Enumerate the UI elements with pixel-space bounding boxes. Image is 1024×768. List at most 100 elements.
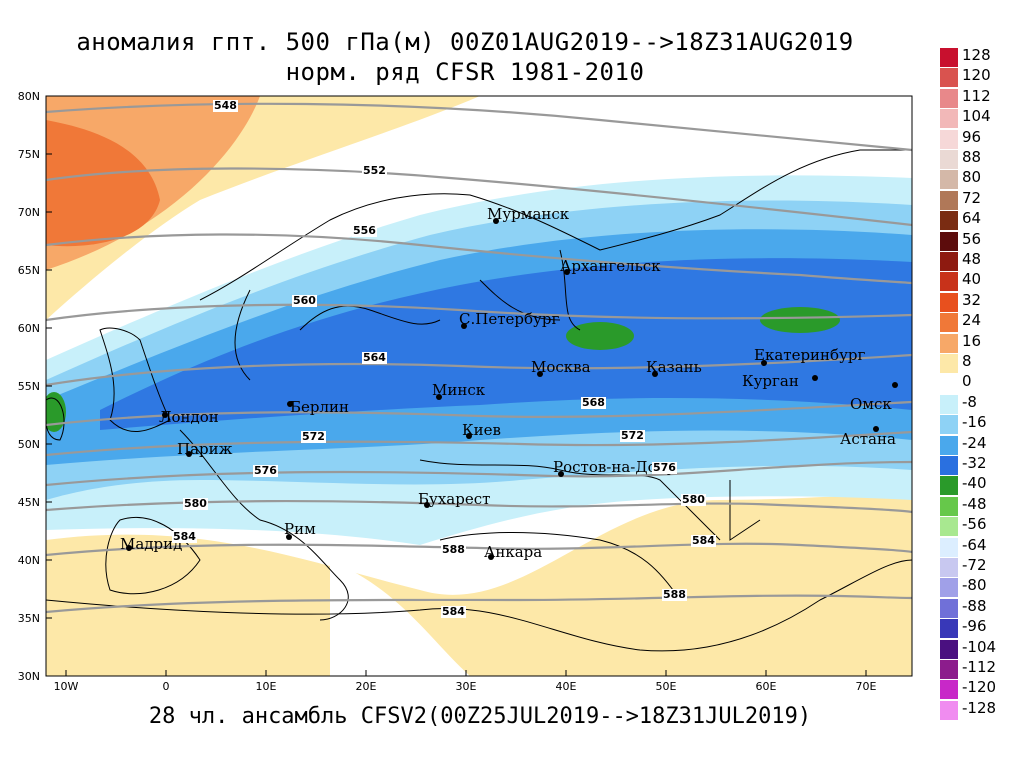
legend-swatch: [940, 48, 958, 67]
map-subtitle-climatology: норм. ряд CFSR 1981-2010: [285, 58, 645, 86]
legend-label: -104: [962, 637, 997, 656]
legend-label: -40: [962, 474, 987, 493]
city-label-st-petersburg: С.Петербург: [459, 310, 560, 328]
legend-label: -56: [962, 515, 987, 534]
city-markers: [126, 218, 898, 560]
lon-label: 70E: [855, 680, 877, 693]
city-label-bucharest: Бухарест: [418, 490, 491, 508]
city-label-rome: Рим: [284, 520, 316, 538]
legend-label: -112: [962, 658, 997, 676]
legend-swatch: [940, 109, 958, 129]
legend-swatch: [940, 517, 958, 537]
lon-label: 10W: [53, 680, 79, 693]
legend-swatch: [940, 415, 958, 435]
lon-label: 0: [162, 680, 170, 693]
legend-label: 104: [962, 107, 991, 126]
legend-swatch: [940, 272, 958, 292]
lat-label: 75N: [17, 148, 40, 161]
contour-label: 568: [581, 396, 606, 409]
contour-label: 588: [441, 543, 466, 556]
legend-swatch: [940, 88, 958, 108]
contour-label: 580: [681, 493, 706, 506]
lat-label: 50N: [17, 438, 40, 451]
city-label-madrid: Мадрид: [120, 535, 183, 553]
city-label-murmansk: Мурманск: [487, 205, 570, 223]
legend-swatch: [940, 660, 958, 679]
contour-label: 576: [652, 461, 677, 474]
map-title: аномалия гпт. 500 гПа(м) 00Z01AUG2019-->…: [76, 28, 854, 56]
city-label-london: Лондон: [159, 408, 219, 426]
legend-swatch: [940, 354, 958, 373]
legend-swatch: [940, 252, 958, 271]
contour-label: 572: [301, 430, 326, 443]
city-label-astana: Астана: [840, 430, 896, 448]
legend-label: 56: [962, 229, 982, 248]
coastlines: [46, 149, 912, 652]
legend-label: -32: [962, 454, 987, 472]
axis-ticks: [46, 95, 867, 676]
legend-swatch: [940, 558, 958, 577]
contour-label: 552: [362, 164, 387, 177]
lat-label: 55N: [17, 380, 40, 393]
lat-label: 80N: [17, 90, 40, 103]
contour-label: 584: [172, 530, 197, 543]
city-label-kurgan: Курган: [742, 372, 799, 390]
contour-label: 556: [352, 224, 377, 237]
legend-label: -88: [962, 596, 987, 615]
legend-swatch: [940, 211, 958, 231]
city-label-kazan: Казань: [646, 358, 702, 376]
legend-label: -128: [962, 698, 997, 717]
legend-label: -8: [962, 392, 977, 411]
contour-label: 560: [292, 294, 317, 307]
legend-swatch: [940, 680, 958, 700]
contour-label: 588: [662, 588, 687, 601]
lat-label: 70N: [17, 206, 40, 219]
city-label-omsk: Омск: [850, 395, 892, 413]
lon-label: 40E: [555, 680, 577, 693]
legend-label: 48: [962, 250, 982, 268]
lon-label: 30E: [455, 680, 477, 693]
legend-swatch: [940, 476, 958, 496]
city-label-rostov: Ростов-на-Дону: [553, 458, 676, 476]
legend-swatch: [940, 639, 958, 659]
city-label-paris: Париж: [177, 440, 233, 458]
legend-label: 96: [962, 127, 982, 146]
contour-label: 576: [253, 464, 278, 477]
lat-label: 65N: [17, 264, 40, 277]
legend-swatch: [940, 496, 958, 516]
legend-swatch: [940, 292, 958, 312]
city-label-ankara: Анкара: [484, 543, 543, 561]
lat-label: 35N: [17, 612, 40, 625]
legend-swatch: [940, 150, 958, 169]
city-label-yekaterinburg: Екатеринбург: [754, 346, 866, 364]
legend-label: -64: [962, 535, 987, 554]
legend-label: 24: [962, 311, 982, 330]
contour-label: 548: [213, 99, 238, 112]
geopotential-contours: [46, 102, 912, 614]
lon-label: 10E: [255, 680, 277, 693]
contour-label: 564: [362, 351, 387, 364]
contour-label: 584: [441, 605, 466, 618]
legend-swatch: [940, 129, 958, 149]
lat-label: 40N: [17, 554, 40, 567]
legend-label: 88: [962, 148, 982, 166]
legend-label: -48: [962, 494, 987, 513]
anomaly-field: [46, 96, 912, 676]
lat-label: 45N: [17, 496, 40, 509]
legend-swatch: [940, 394, 958, 414]
city-label-arkhangelsk: Архангельск: [560, 257, 661, 275]
lon-label: 20E: [355, 680, 377, 693]
legend-label: 120: [962, 66, 991, 85]
legend-label: 0: [962, 372, 972, 391]
legend-swatch: [940, 578, 958, 598]
legend-swatch: [940, 170, 958, 190]
legend-swatch: [940, 374, 958, 394]
legend-swatch: [940, 68, 958, 88]
legend-label: -120: [962, 678, 997, 697]
city-label-kyiv: Киев: [462, 421, 501, 439]
legend-label: 8: [962, 352, 972, 370]
legend-swatch: [940, 333, 958, 353]
legend-label: 32: [962, 290, 982, 309]
legend-label: -96: [962, 617, 987, 636]
legend-swatch: [940, 456, 958, 475]
